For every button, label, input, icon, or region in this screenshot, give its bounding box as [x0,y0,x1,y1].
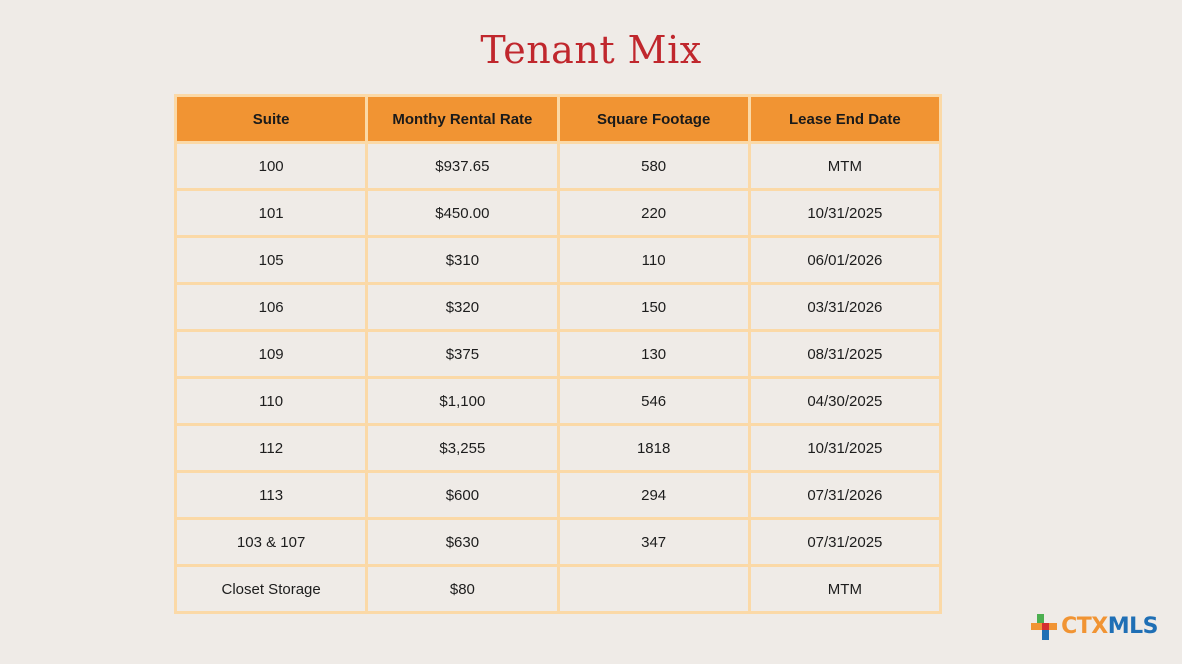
logo-wordmark-prefix: CTX [1061,614,1108,639]
cell-rental-rate: $310 [365,235,560,285]
table-header: Suite Monthy Rental Rate Square Footage … [173,94,943,144]
table-row: 101 $450.00 220 10/31/2025 [173,188,943,238]
cell-lease-end-date: 10/31/2025 [747,423,943,473]
table-row: 109 $375 130 08/31/2025 [173,329,943,379]
table-row: 113 $600 294 07/31/2026 [173,470,943,520]
cell-square-footage: 1818 [556,423,751,473]
cell-square-footage: 130 [556,329,751,379]
cell-square-footage: 546 [556,376,751,426]
page-title: Tenant Mix [480,28,702,72]
texas-map-logo-icon [1031,614,1058,640]
cell-lease-end-date: 03/31/2026 [747,282,943,332]
cell-square-footage: 150 [556,282,751,332]
cell-rental-rate: $375 [365,329,560,379]
cell-square-footage: 347 [556,517,751,567]
cell-lease-end-date: 08/31/2025 [747,329,943,379]
cell-suite: 109 [173,329,369,379]
ctxmls-logo: CTXMLS [1029,612,1159,642]
cell-suite: 110 [173,376,369,426]
cell-square-footage: 580 [556,141,751,191]
header-suite: Suite [173,94,369,144]
cell-suite: 113 [173,470,369,520]
table-row: 105 $310 110 06/01/2026 [173,235,943,285]
cell-square-footage: 294 [556,470,751,520]
cell-rental-rate: $937.65 [365,141,560,191]
cell-rental-rate: $600 [365,470,560,520]
cell-suite: Closet Storage [173,564,369,614]
cell-lease-end-date: 07/31/2026 [747,470,943,520]
cell-square-footage: 220 [556,188,751,238]
table-row: 106 $320 150 03/31/2026 [173,282,943,332]
cell-lease-end-date: MTM [747,141,943,191]
cell-suite: 105 [173,235,369,285]
table-row: 112 $3,255 1818 10/31/2025 [173,423,943,473]
cell-square-footage [556,564,751,614]
table-header-row: Suite Monthy Rental Rate Square Footage … [173,94,943,144]
tenant-mix-table: Suite Monthy Rental Rate Square Footage … [173,94,943,614]
header-square-footage: Square Footage [556,94,751,144]
cell-rental-rate: $320 [365,282,560,332]
cell-lease-end-date: 04/30/2025 [747,376,943,426]
cell-square-footage: 110 [556,235,751,285]
cell-suite: 103 & 107 [173,517,369,567]
cell-lease-end-date: 10/31/2025 [747,188,943,238]
cell-suite: 100 [173,141,369,191]
table-row: 110 $1,100 546 04/30/2025 [173,376,943,426]
cell-lease-end-date: 07/31/2025 [747,517,943,567]
cell-rental-rate: $1,100 [365,376,560,426]
table-body: 100 $937.65 580 MTM 101 $450.00 220 10/3… [173,141,943,614]
cell-suite: 101 [173,188,369,238]
cell-rental-rate: $450.00 [365,188,560,238]
cell-rental-rate: $80 [365,564,560,614]
cell-rental-rate: $630 [365,517,560,567]
logo-wordmark: CTXMLS [1061,616,1158,638]
cell-lease-end-date: 06/01/2026 [747,235,943,285]
header-monthly-rental-rate: Monthy Rental Rate [365,94,560,144]
table-row: 103 & 107 $630 347 07/31/2025 [173,517,943,567]
table-row: Closet Storage $80 MTM [173,564,943,614]
cell-lease-end-date: MTM [747,564,943,614]
header-lease-end-date: Lease End Date [747,94,943,144]
logo-wordmark-suffix: MLS [1107,614,1159,639]
cell-rental-rate: $3,255 [365,423,560,473]
table-row: 100 $937.65 580 MTM [173,141,943,191]
cell-suite: 112 [173,423,369,473]
cell-suite: 106 [173,282,369,332]
